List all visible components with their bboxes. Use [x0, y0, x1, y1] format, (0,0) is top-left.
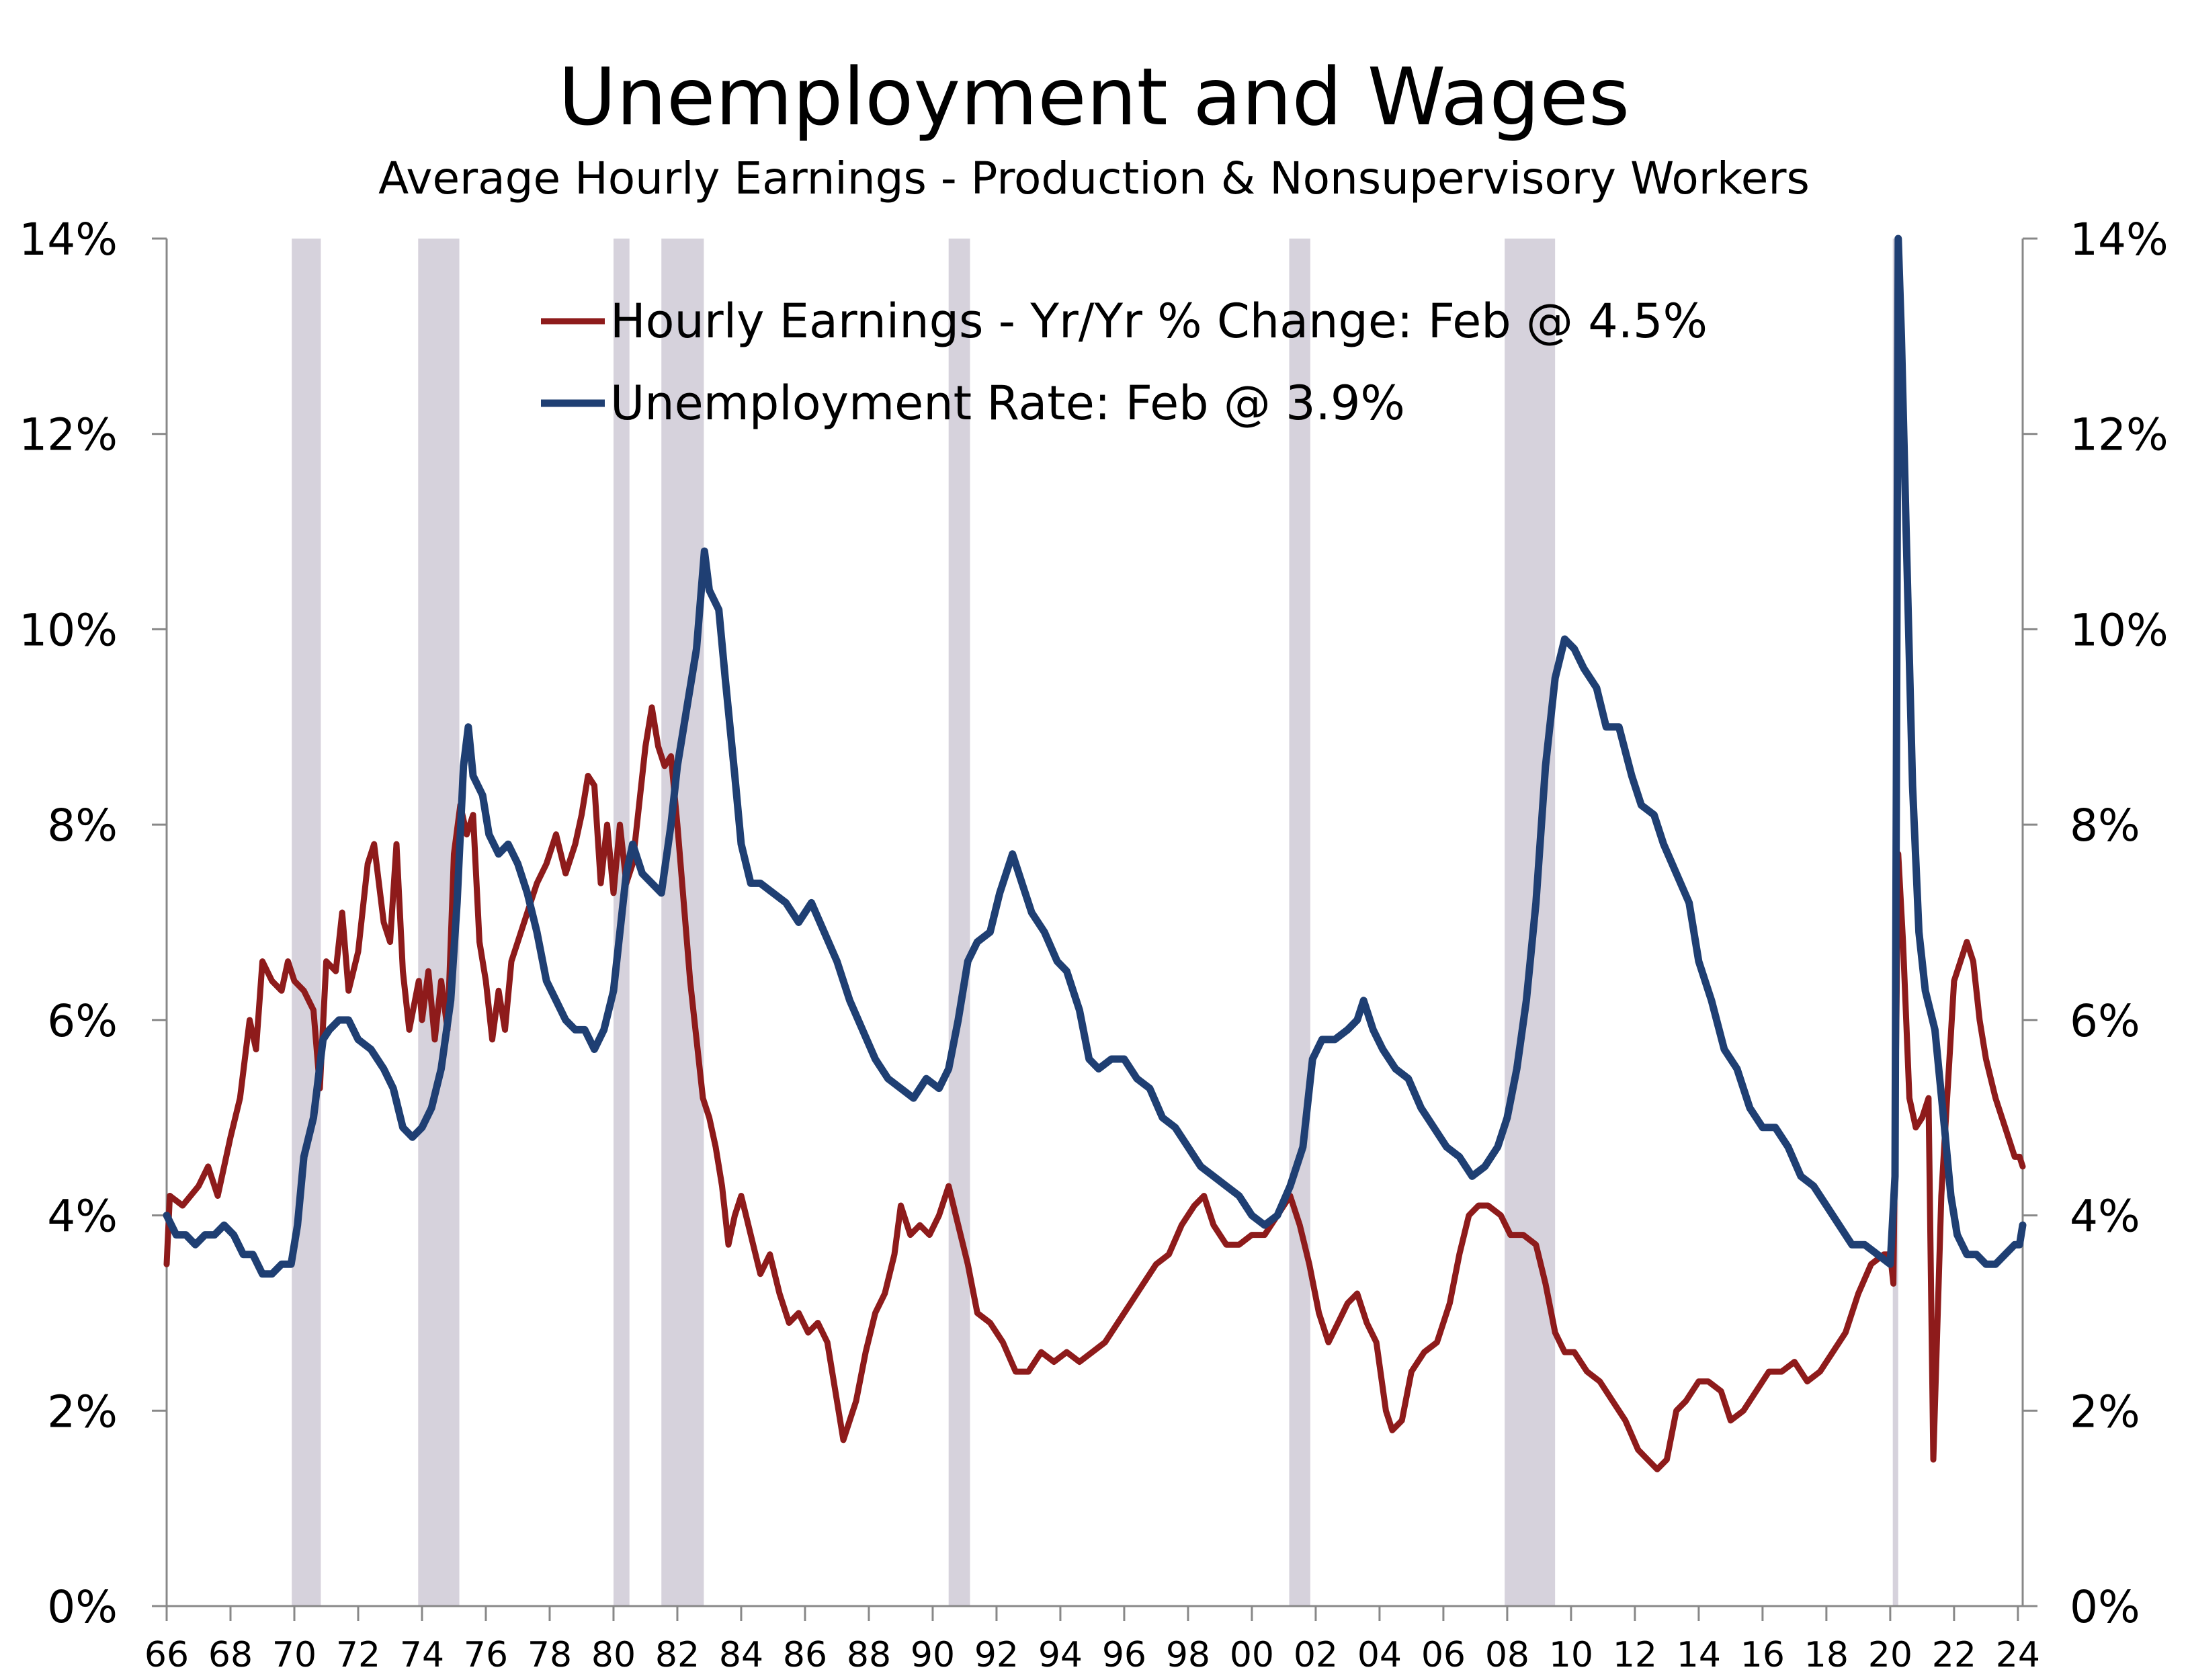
y-tick-label-right: 10% [2070, 604, 2169, 656]
y-tick-label-right: 6% [2070, 995, 2140, 1047]
y-tick-label-right: 0% [2070, 1581, 2140, 1633]
x-tick-label: 12 [1613, 1635, 1657, 1675]
x-tick-label: 84 [719, 1635, 763, 1675]
x-tick-label: 00 [1230, 1635, 1274, 1675]
x-tick-label: 96 [1102, 1635, 1146, 1675]
chart-subtitle: Average Hourly Earnings - Production & N… [378, 153, 1810, 204]
x-tick-label: 22 [1932, 1635, 1976, 1675]
x-tick-label: 16 [1740, 1635, 1785, 1675]
series-lines [163, 235, 2027, 1472]
unemployment-rate-line [163, 235, 2027, 1278]
x-tick-label: 10 [1549, 1635, 1593, 1675]
y-tick-label-left: 8% [47, 800, 118, 851]
x-tick-label: 92 [974, 1635, 1019, 1675]
y-tick-label-left: 14% [19, 214, 118, 265]
x-tick-label: 82 [655, 1635, 700, 1675]
x-tick-label: 24 [1996, 1635, 2040, 1675]
x-tick-label: 90 [911, 1635, 955, 1675]
y-tick-label-right: 2% [2070, 1386, 2140, 1437]
legend-label-unemployment-rate: Unemployment Rate: Feb @ 3.9% [610, 376, 1405, 431]
recession-band-4 [948, 239, 970, 1606]
x-tick-label: 70 [272, 1635, 317, 1675]
y-tick-label-right: 12% [2070, 409, 2169, 461]
y-tick-label-left: 12% [19, 409, 118, 461]
x-tick-label: 76 [464, 1635, 508, 1675]
legend-label-hourly-earnings: Hourly Earnings - Yr/Yr % Change: Feb @ … [610, 294, 1708, 349]
x-tick-label: 68 [208, 1635, 253, 1675]
chart-title: Unemployment and Wages [558, 50, 1630, 143]
x-tick-label: 02 [1294, 1635, 1338, 1675]
hourly-earnings-line [163, 704, 2026, 1472]
recession-band-0 [292, 239, 321, 1606]
y-tick-label-left: 6% [47, 995, 118, 1047]
x-tick-label: 88 [847, 1635, 891, 1675]
y-tick-label-left: 0% [47, 1581, 118, 1633]
legend: Hourly Earnings - Yr/Yr % Change: Feb @ … [541, 294, 1708, 431]
x-tick-label: 14 [1677, 1635, 1721, 1675]
x-tick-label: 74 [400, 1635, 444, 1675]
x-tick-label: 18 [1804, 1635, 1849, 1675]
y-tick-label-right: 14% [2070, 214, 2169, 265]
x-tick-label: 08 [1485, 1635, 1529, 1675]
recession-band-5 [1289, 239, 1310, 1606]
x-tick-label: 94 [1038, 1635, 1083, 1675]
axes: 0% 0% 2% 2% 4% 4% 6% 6% 8% 8% 10% 10% 12% 12% 14% 14% 66… [19, 214, 2168, 1675]
y-tick-label-left: 10% [19, 604, 118, 656]
x-tick-label: 06 [1421, 1635, 1466, 1675]
recession-band-6 [1505, 239, 1556, 1606]
y-tick-label-right: 4% [2070, 1191, 2140, 1243]
x-tick-label: 66 [144, 1635, 189, 1675]
y-tick-label-left: 4% [47, 1191, 118, 1243]
x-tick-label: 20 [1868, 1635, 1912, 1675]
y-tick-label-left: 2% [47, 1386, 118, 1437]
x-tick-label: 98 [1166, 1635, 1210, 1675]
y-tick-label-right: 8% [2070, 800, 2140, 851]
x-tick-label: 04 [1357, 1635, 1402, 1675]
x-tick-label: 80 [591, 1635, 636, 1675]
x-tick-label: 78 [528, 1635, 572, 1675]
x-tick-label: 86 [783, 1635, 827, 1675]
x-tick-label: 72 [336, 1635, 380, 1675]
